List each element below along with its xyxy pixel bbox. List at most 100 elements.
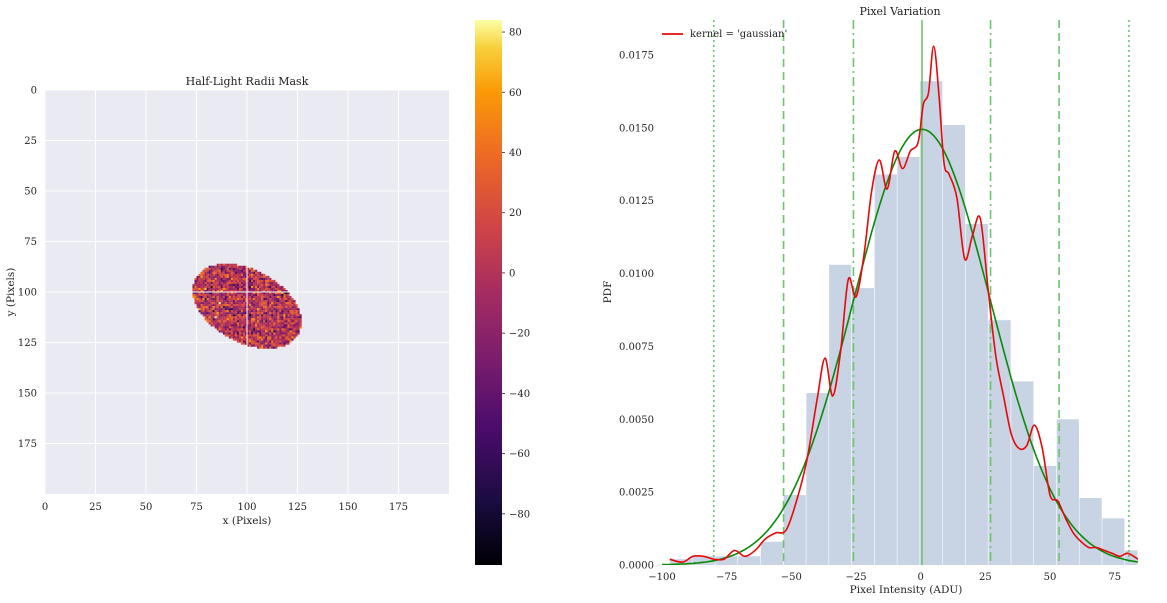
heatmap-cell <box>222 267 225 270</box>
heatmap-cell <box>228 298 231 301</box>
heatmap-cell <box>265 283 268 287</box>
colorbar-tick-label: 0 <box>509 268 515 279</box>
heatmap-cell <box>249 279 252 283</box>
heatmap-cell <box>281 344 284 347</box>
heatmap-cell <box>204 289 207 293</box>
heatmap-cell <box>285 340 288 343</box>
heatmap-cell <box>289 326 292 329</box>
heatmap-cell <box>230 320 234 323</box>
heatmap-cell <box>194 294 197 297</box>
colorbar-gradient <box>475 20 502 565</box>
heatmap-cell <box>228 279 231 283</box>
heatmap-cell <box>257 273 260 276</box>
heatmap-cell <box>265 344 268 347</box>
heatmap-cell <box>283 322 286 325</box>
heatmap-cell <box>232 273 236 276</box>
heatmap-cell <box>271 342 274 345</box>
heatmap-cell <box>196 283 199 287</box>
heatmap-cell <box>275 287 278 291</box>
heatmap-cell <box>271 285 274 289</box>
heatmap-cell <box>277 322 280 325</box>
heatmap-cell <box>281 314 284 317</box>
heatmap-cell <box>228 322 231 325</box>
heatmap-cell <box>279 320 282 323</box>
heatmap-cell <box>210 281 213 285</box>
heatmap-cell <box>244 336 248 339</box>
heatmap-cell <box>234 298 238 301</box>
heatmap-cell <box>208 322 211 325</box>
heatmap-cell <box>210 269 213 272</box>
heatmap-cell <box>269 338 272 341</box>
heatmap-cell <box>265 336 268 339</box>
heatmap-cell <box>277 330 280 333</box>
heatmap-cell <box>222 326 225 329</box>
heatmap-cell <box>277 344 280 347</box>
heatmap-cell <box>204 267 207 270</box>
heatmap-cell <box>200 300 203 303</box>
heatmap-cell <box>224 330 227 333</box>
heatmap-cell <box>271 281 274 285</box>
heatmap-cell <box>263 283 266 287</box>
heatmap-cell <box>240 300 244 303</box>
heatmap-cell <box>269 312 272 315</box>
heatmap-cell <box>212 269 215 272</box>
heatmap-cell <box>265 314 268 317</box>
heatmap-cell <box>234 265 238 268</box>
heatmap-cell <box>206 320 209 323</box>
heatmap-cell <box>251 310 254 313</box>
heatmap-cell <box>263 338 266 341</box>
heatmap-cell <box>299 324 302 327</box>
heatmap-cell <box>297 320 300 323</box>
heatmap-cell <box>220 330 223 333</box>
histogram-bar <box>760 541 783 565</box>
heatmap-cell <box>210 318 213 321</box>
heatmap-cell <box>228 330 231 333</box>
heatmap-cell <box>275 312 278 315</box>
heatmap-cell <box>257 344 260 347</box>
heatmap-cell <box>257 340 260 343</box>
heatmap-cell <box>269 289 272 293</box>
heatmap-cell <box>228 289 231 293</box>
heatmap-cell <box>242 310 246 313</box>
heatmap-cell <box>192 296 195 299</box>
heatmap-cell <box>279 338 282 341</box>
heatmap-cell <box>263 312 266 315</box>
heatmap-cell <box>196 294 199 297</box>
heatmap-cell <box>265 277 268 281</box>
heatmap-cell <box>228 283 231 287</box>
heatmap-cell <box>265 310 268 313</box>
heatmap-cell <box>228 306 231 309</box>
heatmap-cell <box>263 275 266 279</box>
heatmap-cell <box>259 306 262 309</box>
heatmap-cell <box>249 314 252 317</box>
heatmap-cell <box>232 296 236 299</box>
heatmap-cell <box>291 308 294 311</box>
heatmap-cell <box>216 326 219 329</box>
heatmap-cell <box>220 273 223 276</box>
heatmap-cell <box>210 265 213 268</box>
heatmap-cell <box>285 294 288 297</box>
heatmap-cell <box>202 296 205 299</box>
heatmap-cell <box>259 328 262 331</box>
heatmap-cell <box>228 324 231 327</box>
heatmap-cell <box>255 304 258 307</box>
heatmap-cell <box>285 292 288 295</box>
heatmap-cell <box>289 338 292 341</box>
heatmap-cell <box>196 277 199 281</box>
heatmap-cell <box>265 304 268 307</box>
heatmap-cell <box>242 273 246 276</box>
heatmap-cell <box>204 312 207 315</box>
heatmap-cell <box>263 287 266 291</box>
heatmap-cell <box>269 318 272 321</box>
heatmap-cell <box>275 334 278 337</box>
heatmap-cell <box>285 328 288 331</box>
heatmap-cell <box>234 271 238 274</box>
heatmap-cell <box>224 308 227 311</box>
heatmap-cell <box>269 326 272 329</box>
heatmap-cell <box>293 312 296 315</box>
heatmap-cell <box>244 283 248 287</box>
heatmap-cell <box>255 330 258 333</box>
heatmap-cell <box>267 277 270 281</box>
heatmap-cell <box>247 330 250 333</box>
heatmap-cell <box>196 275 199 279</box>
